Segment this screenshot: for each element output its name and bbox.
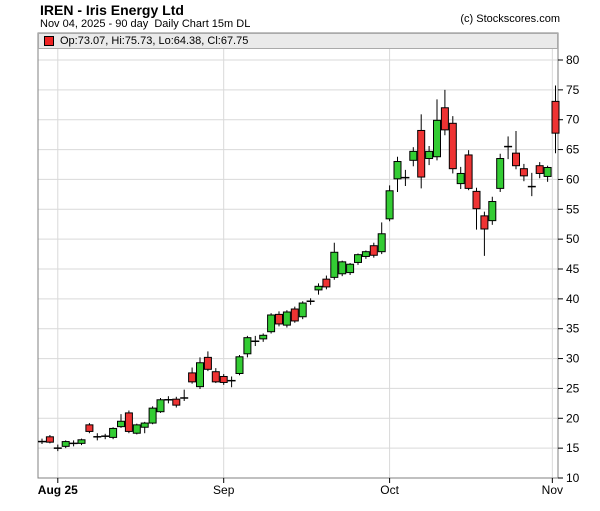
candle-body <box>140 422 149 428</box>
y-tick-label: 70 <box>566 113 580 127</box>
candle-body <box>551 100 560 134</box>
x-tick-label: Nov <box>542 483 563 497</box>
candle-body <box>124 412 133 432</box>
candle-body <box>417 129 426 178</box>
candle-body <box>448 122 457 170</box>
plot-frame <box>37 32 559 479</box>
copyright-text: (c) Stockscores.com <box>460 13 560 25</box>
legend-marker-icon <box>44 36 54 46</box>
candle-body <box>267 314 276 333</box>
candle-body <box>338 261 347 275</box>
y-tick-label: 25 <box>566 381 580 395</box>
y-tick-label: 10 <box>566 471 580 485</box>
legend-ohlc-text: Op:73.07, Hi:75.73, Lo:64.38, Cl:67.75 <box>60 35 249 47</box>
page-title: IREN - Iris Energy Ltd <box>40 2 184 18</box>
candle-body <box>377 233 386 253</box>
candle-body <box>535 165 544 174</box>
y-tick-label: 30 <box>566 352 580 366</box>
y-tick-label: 40 <box>566 292 580 306</box>
candle-body <box>172 398 181 406</box>
candle-body <box>298 302 307 318</box>
candle-body <box>148 407 157 424</box>
y-tick-label: 20 <box>566 411 580 425</box>
candle-body <box>393 161 402 180</box>
chart-subtitle: Nov 04, 2025 - 90 day Daily Chart 15m DL <box>40 18 251 30</box>
y-tick-label: 15 <box>566 441 580 455</box>
candle-body <box>85 424 94 432</box>
candle-body <box>203 356 212 370</box>
candle-body <box>354 254 362 263</box>
y-tick-label: 60 <box>566 172 580 186</box>
y-tick-label: 50 <box>566 232 580 246</box>
candle-body <box>512 152 520 167</box>
y-tick-label: 45 <box>566 262 580 276</box>
candle-body <box>61 441 70 447</box>
candle-body <box>219 375 228 383</box>
candle-body <box>488 201 497 222</box>
candle-body <box>259 334 268 340</box>
candle-body <box>496 158 505 189</box>
candle-body <box>314 285 323 291</box>
y-tick-label: 75 <box>566 83 580 97</box>
candle-body <box>322 278 331 288</box>
candle-body <box>330 251 339 278</box>
candle-body <box>211 371 220 383</box>
candle-body <box>543 166 552 177</box>
candle-body <box>425 150 434 160</box>
candle-body <box>243 337 252 355</box>
candle-body <box>282 311 291 326</box>
candle-body <box>433 119 441 158</box>
candle-body <box>361 251 370 257</box>
candle-body <box>519 168 528 177</box>
candle-body <box>369 245 378 256</box>
candle-body <box>109 427 118 438</box>
candle-body <box>290 308 299 322</box>
candle-body <box>464 154 473 189</box>
x-tick-label: Aug 25 <box>38 483 78 497</box>
candle-body <box>156 399 165 413</box>
x-tick-label: Oct <box>380 483 399 497</box>
candle-body <box>385 190 394 220</box>
candle-body <box>472 190 481 210</box>
y-tick-label: 55 <box>566 202 580 216</box>
candle-body <box>117 420 125 428</box>
candle-body <box>480 215 489 230</box>
y-tick-label: 65 <box>566 143 580 157</box>
candle-body <box>77 439 86 444</box>
candle-body <box>188 372 197 383</box>
candle-body <box>196 362 204 388</box>
candle-body <box>456 172 465 185</box>
y-tick-label: 35 <box>566 322 580 336</box>
legend-bar: Op:73.07, Hi:75.73, Lo:64.38, Cl:67.75 <box>38 33 558 49</box>
candle-body <box>45 436 54 443</box>
candle-body <box>275 313 283 325</box>
x-tick-label: Sep <box>213 483 235 497</box>
candle-body <box>346 263 355 274</box>
candle-body <box>440 107 449 131</box>
candle-body <box>235 356 244 374</box>
candle-body <box>409 150 418 161</box>
candle-body <box>132 424 141 434</box>
y-tick-label: 80 <box>566 53 580 67</box>
